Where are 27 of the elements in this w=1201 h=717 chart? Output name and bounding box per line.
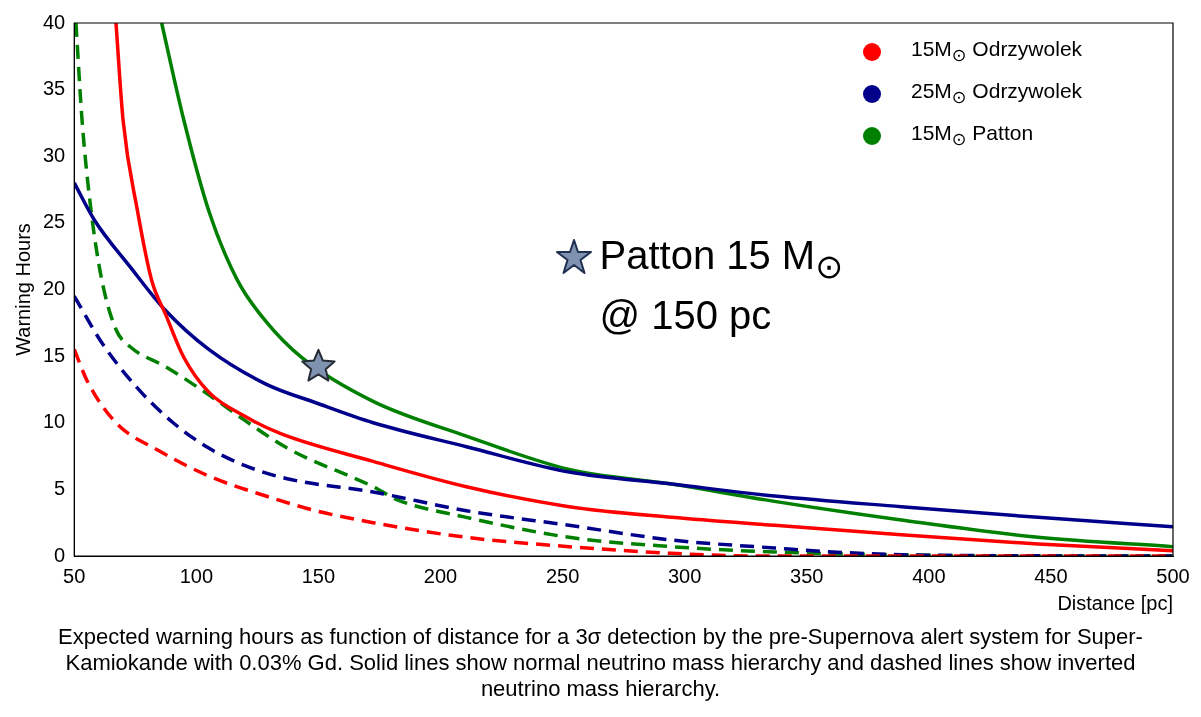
x-tick-label: 450 [1034,564,1068,587]
x-axis-title: Distance [pc] [1057,591,1173,614]
legend-label: 25M$_{⊙}$ Odrzywolek [911,78,1083,110]
line-series [74,181,1173,529]
y-tick-label: 10 [43,410,66,433]
text: Expected warning hours as function of distance for a 3σ detection by the pre-Supernova alert system for Super-Kamiokande with 0.03% Gd. Solid lines show normal neutrino mass hierarchy and dashed lines show inverted neutrino mass hierarchy. [57,623,1144,702]
y-tick-label: 35 [43,77,66,100]
x-tick-label: 100 [179,564,214,587]
y-tick-label: 0 [54,543,66,566]
y-tick-label: 30 [43,143,66,166]
x-tick-label: 400 [912,564,946,587]
y-tick-label: 25 [43,210,66,233]
y-axis-title: Warning Hours [11,223,34,356]
x-tick-label: 50 [63,564,86,587]
x-tick-label: 500 [1156,564,1190,587]
y-tick-label: 40 [43,10,66,33]
y-tick-label: 5 [54,476,66,499]
legend-label: 15M$_{⊙}$ Patton [911,120,1034,152]
x-tick-label: 200 [423,564,458,587]
y-tick-label: 20 [43,277,66,300]
y-tick-label: 15 [43,343,66,366]
x-tick-label: 350 [790,564,824,587]
x-tick-label: 250 [545,564,580,587]
x-tick-label: 300 [667,564,702,587]
text: Patton 15 M$_{⊙}$ @ 150 pc [599,232,844,337]
legend-label: 15M$_{⊙}$ Odrzywolek [911,36,1083,68]
x-tick-label: 150 [301,564,336,587]
